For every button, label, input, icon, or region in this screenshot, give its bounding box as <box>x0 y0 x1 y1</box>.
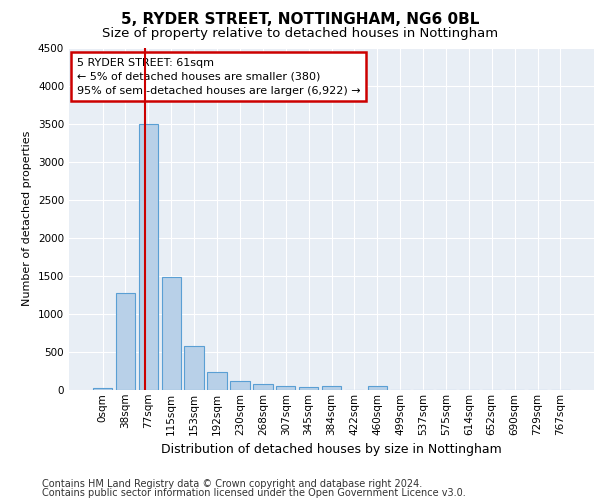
Text: Contains public sector information licensed under the Open Government Licence v3: Contains public sector information licen… <box>42 488 466 498</box>
Bar <box>276 386 295 390</box>
Bar <box>139 124 158 390</box>
Bar <box>161 278 181 390</box>
Y-axis label: Number of detached properties: Number of detached properties <box>22 131 32 306</box>
Bar <box>230 381 250 390</box>
Bar <box>368 386 387 390</box>
Text: Contains HM Land Registry data © Crown copyright and database right 2024.: Contains HM Land Registry data © Crown c… <box>42 479 422 489</box>
Bar <box>322 386 341 390</box>
X-axis label: Distribution of detached houses by size in Nottingham: Distribution of detached houses by size … <box>161 443 502 456</box>
Bar <box>253 384 272 390</box>
Text: 5, RYDER STREET, NOTTINGHAM, NG6 0BL: 5, RYDER STREET, NOTTINGHAM, NG6 0BL <box>121 12 479 28</box>
Bar <box>93 388 112 390</box>
Bar <box>184 346 204 390</box>
Bar <box>116 294 135 390</box>
Bar <box>208 372 227 390</box>
Text: Size of property relative to detached houses in Nottingham: Size of property relative to detached ho… <box>102 28 498 40</box>
Bar <box>299 388 319 390</box>
Text: 5 RYDER STREET: 61sqm
← 5% of detached houses are smaller (380)
95% of semi-deta: 5 RYDER STREET: 61sqm ← 5% of detached h… <box>77 58 361 96</box>
